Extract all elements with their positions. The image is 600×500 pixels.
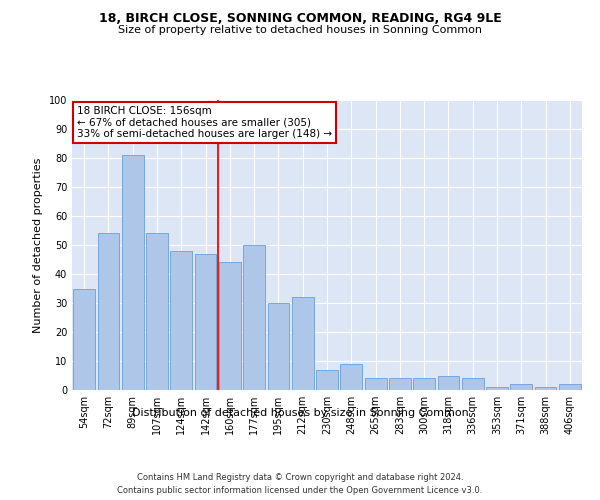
Bar — [340, 364, 362, 390]
Bar — [437, 376, 460, 390]
Bar — [170, 251, 192, 390]
Text: 18, BIRCH CLOSE, SONNING COMMON, READING, RG4 9LE: 18, BIRCH CLOSE, SONNING COMMON, READING… — [98, 12, 502, 26]
Bar — [243, 245, 265, 390]
Bar — [194, 254, 217, 390]
Bar — [462, 378, 484, 390]
Bar — [316, 370, 338, 390]
Text: Contains HM Land Registry data © Crown copyright and database right 2024.: Contains HM Land Registry data © Crown c… — [137, 472, 463, 482]
Bar — [73, 288, 95, 390]
Bar — [365, 378, 386, 390]
Bar — [389, 378, 411, 390]
Text: Size of property relative to detached houses in Sonning Common: Size of property relative to detached ho… — [118, 25, 482, 35]
Bar — [486, 387, 508, 390]
Text: Distribution of detached houses by size in Sonning Common: Distribution of detached houses by size … — [131, 408, 469, 418]
Bar — [535, 387, 556, 390]
Bar — [268, 303, 289, 390]
Bar — [292, 297, 314, 390]
Bar — [146, 234, 168, 390]
Y-axis label: Number of detached properties: Number of detached properties — [33, 158, 43, 332]
Bar — [219, 262, 241, 390]
Bar — [511, 384, 532, 390]
Bar — [413, 378, 435, 390]
Bar — [97, 234, 119, 390]
Bar — [559, 384, 581, 390]
Text: 18 BIRCH CLOSE: 156sqm
← 67% of detached houses are smaller (305)
33% of semi-de: 18 BIRCH CLOSE: 156sqm ← 67% of detached… — [77, 106, 332, 139]
Bar — [122, 155, 143, 390]
Text: Contains public sector information licensed under the Open Government Licence v3: Contains public sector information licen… — [118, 486, 482, 495]
